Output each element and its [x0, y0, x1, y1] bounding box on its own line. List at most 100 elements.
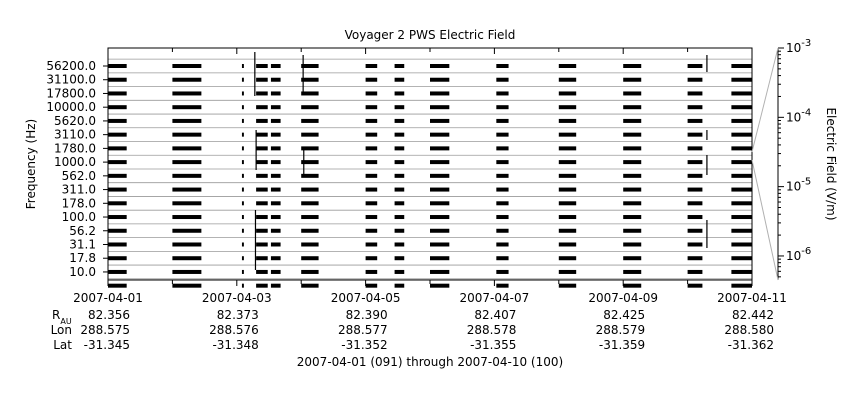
- data-bar: [496, 215, 509, 220]
- data-bar: [108, 160, 127, 165]
- data-bar: [623, 242, 642, 247]
- data-bar: [687, 228, 703, 233]
- y-tick-label: 31.1: [69, 237, 96, 251]
- ephem-label-lat: Lat: [53, 338, 72, 352]
- x-tick-label: 2007-04-09: [588, 291, 658, 305]
- data-bar: [365, 118, 378, 123]
- data-bar: [731, 228, 752, 233]
- ephem-label-lon: Lon: [51, 323, 72, 337]
- data-bar: [430, 215, 450, 220]
- data-bar: [430, 160, 450, 165]
- data-bar: [687, 201, 703, 206]
- data-bar: [558, 256, 577, 261]
- data-bar: [241, 160, 244, 165]
- data-bar: [430, 132, 450, 137]
- data-bar: [394, 91, 405, 96]
- data-bar: [172, 269, 202, 274]
- data-bar: [172, 64, 202, 68]
- data-bar: [270, 146, 281, 151]
- ephem-value-r: 82.390: [346, 308, 388, 322]
- data-bar: [270, 118, 281, 123]
- data-bar: [496, 269, 509, 274]
- data-bar: [301, 160, 319, 165]
- data-bar: [496, 64, 509, 68]
- data-bar: [172, 105, 202, 110]
- data-bar: [430, 269, 450, 274]
- data-bar: [301, 77, 319, 82]
- data-bar: [687, 187, 703, 192]
- y-axis-label: Frequency (Hz): [24, 119, 38, 210]
- data-bar: [270, 201, 281, 206]
- data-bar: [301, 228, 319, 233]
- data-bar: [496, 132, 509, 137]
- data-bar: [172, 256, 202, 261]
- data-bar: [256, 173, 268, 178]
- data-bar: [172, 173, 202, 178]
- data-bar: [623, 105, 642, 110]
- data-bar: [108, 242, 127, 247]
- data-bar: [256, 242, 268, 247]
- data-bar: [394, 283, 405, 288]
- data-bar: [687, 215, 703, 220]
- data-bar: [394, 160, 405, 165]
- data-bar: [301, 146, 319, 151]
- data-bar: [241, 91, 244, 96]
- data-bar: [430, 187, 450, 192]
- data-bar: [623, 201, 642, 206]
- data-bar: [687, 283, 703, 288]
- y-tick-label: 10.0: [69, 265, 96, 279]
- ephem-value-r: 82.442: [732, 308, 774, 322]
- data-bar: [256, 91, 268, 96]
- data-bar: [256, 160, 268, 165]
- data-bar: [270, 215, 281, 220]
- data-bar: [241, 187, 244, 192]
- y-tick-label: 100.0: [62, 210, 96, 224]
- data-bar: [687, 132, 703, 137]
- data-bar: [108, 64, 127, 68]
- data-bar: [558, 77, 577, 82]
- data-bar: [270, 64, 281, 68]
- data-bar: [394, 132, 405, 137]
- data-bar: [394, 118, 405, 123]
- data-bar: [558, 118, 577, 123]
- data-bar: [270, 242, 281, 247]
- ephem-label-r: RAU: [52, 308, 72, 326]
- data-bar: [558, 91, 577, 96]
- data-bar: [241, 105, 244, 110]
- data-bar: [394, 242, 405, 247]
- x-tick-label: 2007-04-03: [202, 291, 272, 305]
- data-bar: [241, 269, 244, 274]
- data-bar: [241, 173, 244, 178]
- x-tick-label: 2007-04-05: [331, 291, 401, 305]
- y-tick-label: 178.0: [62, 196, 96, 210]
- y-tick-label: 17.8: [69, 251, 96, 265]
- data-bar: [731, 256, 752, 261]
- data-bar: [270, 228, 281, 233]
- data-bar: [172, 187, 202, 192]
- data-bar: [687, 269, 703, 274]
- data-bar: [172, 283, 202, 288]
- data-bar: [270, 160, 281, 165]
- data-bar: [301, 242, 319, 247]
- chart-title: Voyager 2 PWS Electric Field: [345, 28, 516, 42]
- data-bar: [623, 187, 642, 192]
- data-bar: [496, 283, 509, 288]
- data-bar: [430, 173, 450, 178]
- data-bar: [365, 160, 378, 165]
- ephem-value-lon: 288.576: [209, 323, 259, 337]
- data-bar: [623, 215, 642, 220]
- y-tick-label: 56.2: [69, 224, 96, 238]
- data-bar: [365, 64, 378, 68]
- data-bar: [172, 242, 202, 247]
- data-bar: [172, 146, 202, 151]
- data-bar: [496, 242, 509, 247]
- data-bar: [558, 187, 577, 192]
- data-bar: [430, 201, 450, 206]
- y-tick-label: 17800.0: [46, 86, 96, 100]
- colorbar-connector: [751, 159, 779, 281]
- data-bar: [301, 132, 319, 137]
- ephem-value-lat: -31.352: [341, 338, 387, 352]
- data-bar: [687, 173, 703, 178]
- data-bar: [623, 283, 642, 288]
- x-tick-label: 2007-04-07: [460, 291, 530, 305]
